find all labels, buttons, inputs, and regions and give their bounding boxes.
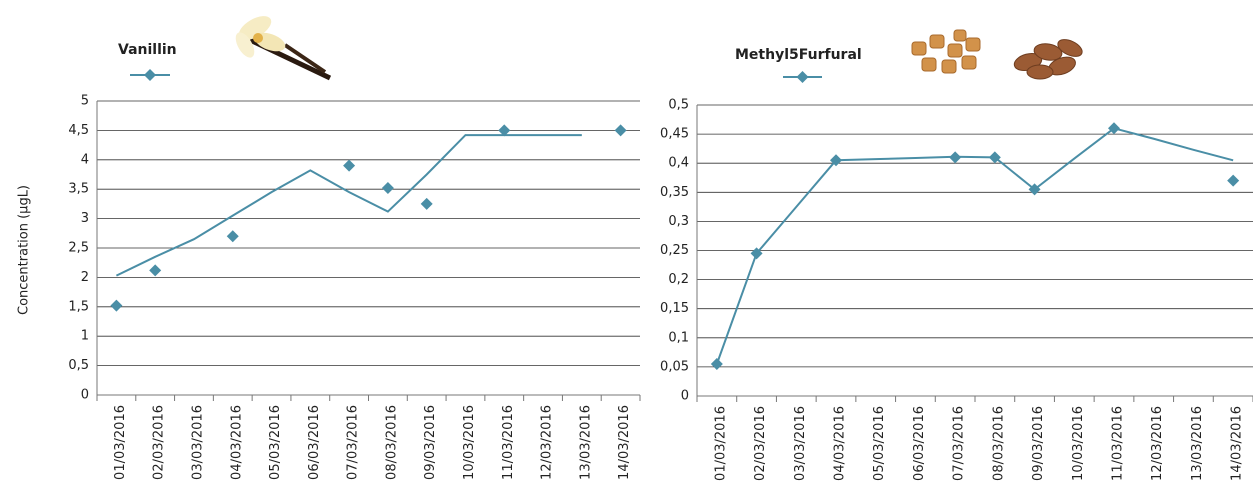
x-tick-label: 07/03/2016 bbox=[952, 406, 967, 481]
y-tick-label: 0,2 bbox=[668, 272, 689, 287]
legend-marker bbox=[797, 71, 809, 83]
y-tick-label: 0 bbox=[681, 389, 689, 404]
x-tick-label: 13/03/2016 bbox=[578, 405, 593, 480]
x-tick-label: 12/03/2016 bbox=[540, 405, 555, 480]
x-tick-label: 06/03/2016 bbox=[912, 406, 927, 481]
x-tick-label: 14/03/2016 bbox=[1230, 406, 1245, 481]
x-tick-label: 10/03/2016 bbox=[462, 405, 477, 480]
x-tick-label: 07/03/2016 bbox=[346, 405, 361, 480]
y-tick-label: 1,5 bbox=[68, 299, 89, 314]
x-tick-label: 10/03/2016 bbox=[1071, 406, 1086, 481]
x-tick-label: 01/03/2016 bbox=[713, 406, 728, 481]
y-tick-label: 0,5 bbox=[68, 358, 89, 373]
data-point bbox=[343, 160, 355, 172]
y-tick-label: 5 bbox=[81, 94, 89, 109]
vanilla-image bbox=[232, 11, 330, 78]
x-tick-label: 03/03/2016 bbox=[793, 406, 808, 481]
x-tick-label: 01/03/2016 bbox=[113, 405, 128, 480]
x-tick-label: 09/03/2016 bbox=[1031, 406, 1046, 481]
data-point bbox=[149, 264, 161, 276]
x-tick-label: 12/03/2016 bbox=[1150, 406, 1165, 481]
data-point bbox=[949, 151, 961, 163]
data-point bbox=[711, 358, 723, 370]
almond-image bbox=[1012, 36, 1084, 79]
x-tick-label: 08/03/2016 bbox=[991, 406, 1006, 481]
chart: Concentration (µgL) 0 0,5 1 1,5 2 2,5 3 3,5 4 4,5… bbox=[0, 0, 1253, 497]
y-tick-label: 0,1 bbox=[668, 330, 689, 345]
x-tick-label: 13/03/2016 bbox=[1190, 406, 1205, 481]
y-tick-label: 0,15 bbox=[660, 301, 689, 316]
y-tick-label: 0,35 bbox=[660, 185, 689, 200]
y-tick-label: 2 bbox=[81, 270, 89, 285]
data-point bbox=[382, 182, 394, 194]
y-tick-label: 0 bbox=[81, 388, 89, 403]
x-tick-label: 14/03/2016 bbox=[617, 405, 632, 480]
data-point bbox=[227, 230, 239, 242]
y-tick-label: 0,3 bbox=[668, 214, 689, 229]
y-tick-label: 4,5 bbox=[68, 123, 89, 138]
x-tick-label: 02/03/2016 bbox=[152, 405, 167, 480]
data-point bbox=[615, 124, 627, 136]
y-axis-title: Concentration (µgL) bbox=[17, 185, 32, 315]
x-tick-label: 04/03/2016 bbox=[229, 405, 244, 480]
trend-line bbox=[116, 135, 581, 276]
caramel-image bbox=[912, 30, 980, 73]
y-tick-label: 0,25 bbox=[660, 243, 689, 258]
trend-line bbox=[717, 128, 1233, 364]
x-tick-label: 03/03/2016 bbox=[190, 405, 205, 480]
y-tick-label: 4 bbox=[81, 152, 89, 167]
y-tick-label: 0,45 bbox=[660, 127, 689, 142]
y-tick-label: 0,05 bbox=[660, 359, 689, 374]
legend-marker bbox=[144, 69, 156, 81]
x-tick-label: 06/03/2016 bbox=[307, 405, 322, 480]
x-tick-label: 02/03/2016 bbox=[753, 406, 768, 481]
y-tick-label: 0,5 bbox=[668, 98, 689, 113]
x-tick-label: 11/03/2016 bbox=[501, 405, 516, 480]
data-point bbox=[110, 300, 122, 312]
data-point bbox=[1227, 175, 1239, 187]
legend-label: Vanillin bbox=[118, 42, 177, 58]
y-tick-label: 3 bbox=[81, 211, 89, 226]
y-tick-label: 0,4 bbox=[668, 156, 689, 171]
data-point bbox=[421, 198, 433, 210]
y-tick-label: 3,5 bbox=[68, 182, 89, 197]
y-tick-label: 2,5 bbox=[68, 241, 89, 256]
x-tick-label: 09/03/2016 bbox=[423, 405, 438, 480]
x-tick-label: 08/03/2016 bbox=[384, 405, 399, 480]
x-tick-label: 05/03/2016 bbox=[872, 406, 887, 481]
legend-label: Methyl5Furfural bbox=[735, 47, 862, 63]
y-tick-label: 1 bbox=[81, 329, 89, 344]
x-tick-label: 11/03/2016 bbox=[1111, 406, 1126, 481]
x-tick-label: 05/03/2016 bbox=[268, 405, 283, 480]
x-tick-label: 04/03/2016 bbox=[833, 406, 848, 481]
